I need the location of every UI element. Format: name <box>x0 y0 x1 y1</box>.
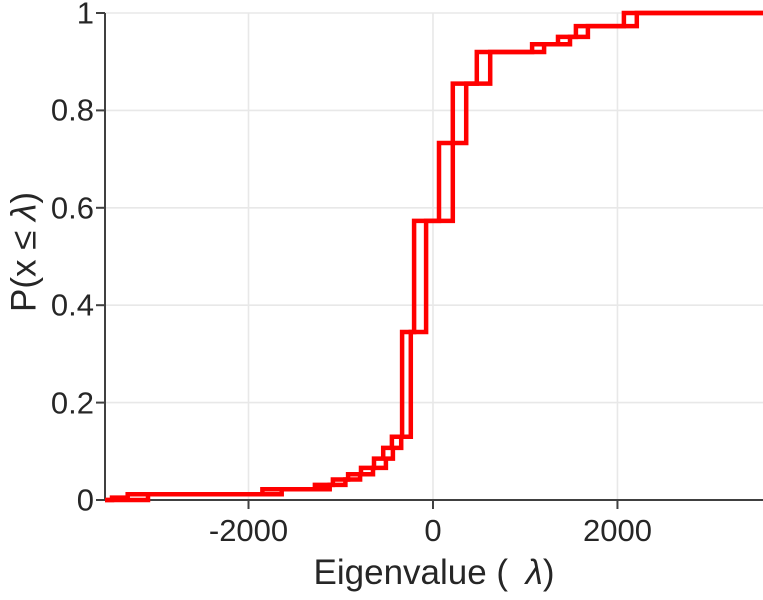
y-axis-label: P(x ≤ λ) <box>4 191 44 313</box>
x-axis-label: Eigenvalue ( λ) <box>314 555 555 590</box>
y-tick-label: 1 <box>76 0 94 31</box>
y-axis-lambda-symbol: λ <box>4 203 44 221</box>
y-tick-label: 0.8 <box>50 92 94 128</box>
ecdf-curve-2 <box>105 10 763 503</box>
ecdf-curve-1 <box>105 10 763 503</box>
x-axis-label-suffix: ) <box>542 553 555 592</box>
y-tick-label: 0 <box>76 482 94 518</box>
y-tick-label: 0.2 <box>50 385 94 421</box>
x-tick-label: -2000 <box>208 513 289 548</box>
ecdf-curves <box>105 10 763 503</box>
x-axis-label-text: Eigenvalue ( <box>313 553 526 592</box>
x-axis-lambda-symbol: λ <box>525 553 543 592</box>
y-axis-label-text: P(x ≤ <box>4 220 44 313</box>
y-tick-label: 0.6 <box>50 190 94 226</box>
y-tick-label: 0.4 <box>50 287 94 323</box>
grid-lines <box>105 12 763 501</box>
x-tick-label: 2000 <box>582 513 652 548</box>
tick-marks <box>96 12 619 509</box>
x-tick-label: 0 <box>424 513 442 548</box>
y-axis-label-suffix: ) <box>4 191 44 204</box>
